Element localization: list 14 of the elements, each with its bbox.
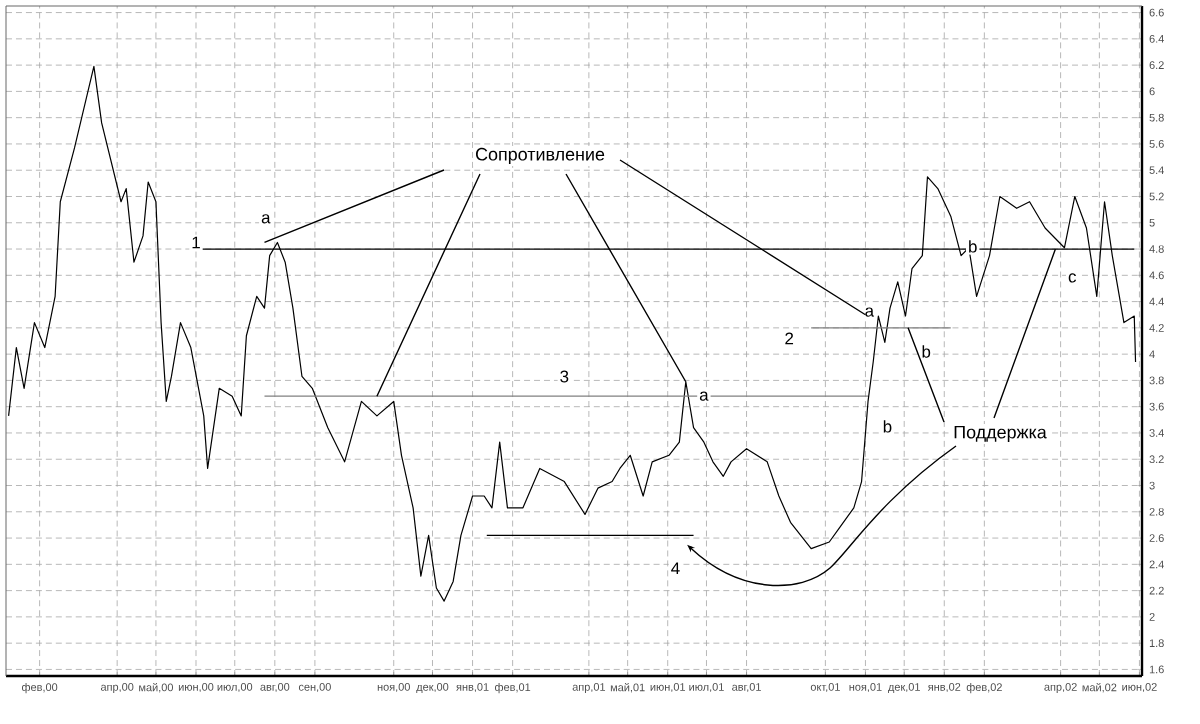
annotation: 3 [560, 370, 569, 383]
annotation: a [699, 391, 709, 401]
annotation: a [865, 307, 875, 317]
annotation: a [261, 214, 271, 224]
annotation: b [883, 420, 892, 433]
annotation: Поддержка [954, 425, 1047, 443]
annotation: b [922, 345, 931, 358]
annotation: c [1068, 273, 1077, 283]
line-series [8, 65, 1137, 602]
annotation: 4 [671, 562, 680, 575]
annotation: 1 [192, 236, 200, 249]
annotation: Сопротивление [475, 147, 605, 165]
annotation: b [969, 240, 977, 253]
annotation: 2 [785, 332, 794, 345]
